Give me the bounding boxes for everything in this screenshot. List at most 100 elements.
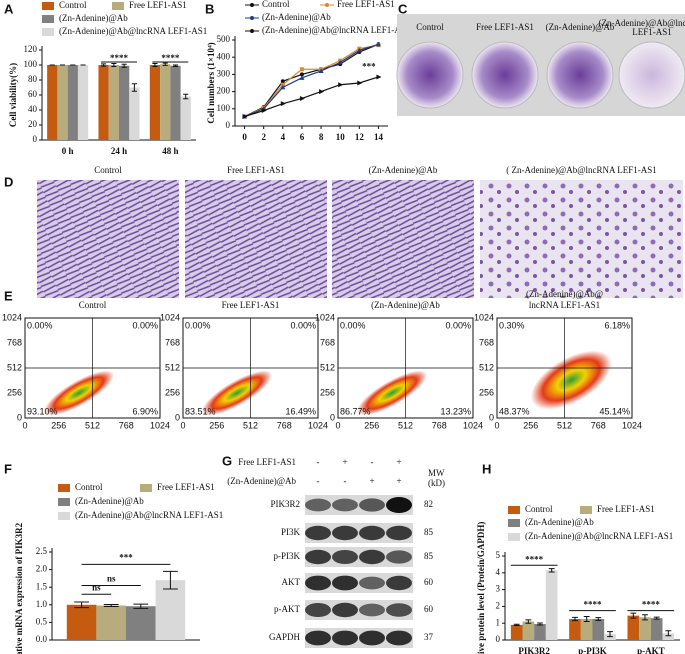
y-tick-label: 1024 (474, 312, 494, 322)
mw-label: 37 (424, 632, 434, 642)
mw-label: 60 (424, 577, 434, 587)
panel-letter: A (4, 1, 14, 16)
error-bar (74, 601, 89, 609)
y-tick-label: 500 (217, 34, 231, 44)
x-tick-label: 256 (209, 420, 224, 430)
bar (96, 605, 126, 640)
error-bar (642, 614, 648, 621)
quadrant-percent: 0.00% (185, 320, 211, 330)
marker (319, 89, 325, 95)
well-label: Control (416, 22, 444, 32)
y-tick-label: 512 (479, 362, 494, 372)
image-label: Control (94, 165, 122, 175)
bar (534, 624, 546, 640)
blot-band (332, 525, 358, 541)
marker (318, 68, 324, 73)
y-tick-label: 2.0 (36, 564, 48, 574)
treatment-sign: - (344, 476, 347, 486)
bar (149, 65, 161, 140)
y-tick-label: 0.0 (36, 634, 48, 644)
marker (280, 82, 285, 87)
error-bar (572, 616, 578, 622)
protein-label: PI3K (281, 527, 301, 537)
marker (375, 41, 381, 47)
legend-label: Free LEF1-AS1 (337, 0, 395, 9)
blot-band (332, 630, 358, 646)
legend-marker (250, 16, 254, 20)
significance-label: **** (161, 53, 180, 63)
legend-label: (Zn-Adenine)@Ab@lncRNA LEF1-AS1 (75, 510, 223, 520)
y-tick-label: 2.5 (36, 546, 48, 556)
quadrant-percent: 0.00% (290, 320, 316, 330)
error-bar (630, 612, 637, 619)
y-tick-label: 768 (320, 337, 335, 347)
treatment-sign: + (342, 457, 347, 467)
treatment-sign: - (371, 457, 374, 467)
y-tick-label: 4 (496, 567, 501, 577)
error-bar (525, 619, 532, 624)
legend-swatch (42, 2, 54, 10)
significance-label: **** (584, 600, 603, 610)
marker (299, 95, 305, 101)
y-tick-label: 1 (496, 617, 501, 627)
x-tick-label: 768 (432, 420, 447, 430)
bar (639, 617, 651, 640)
blot-band (386, 550, 412, 564)
significance-label: **** (642, 600, 661, 610)
marker (261, 108, 267, 114)
quadrant-percent: 0.00% (27, 320, 53, 330)
y-tick-label: 0 (226, 120, 231, 130)
legend-label: Control (75, 482, 103, 492)
micrograph (185, 180, 327, 298)
x-tick-label: p-PI3K (578, 646, 607, 654)
y-tick-label: 20 (28, 119, 38, 129)
x-tick-label: 10 (336, 132, 346, 142)
micrograph (332, 180, 474, 298)
y-axis-label: Relative protein level (Protein/GAPDH) (476, 522, 486, 654)
x-tick-label: 0 (335, 420, 340, 430)
legend-label: (Zn-Adenine)@Ab (262, 12, 331, 22)
x-tick-label: 0 (494, 420, 499, 430)
x-tick-label: 768 (591, 420, 606, 430)
y-tick-label: 256 (320, 387, 335, 397)
bar (545, 570, 558, 640)
quadrant-percent: 6.18% (604, 320, 630, 330)
x-tick-label: 0 (22, 420, 27, 430)
y-tick-label: 512 (165, 362, 180, 372)
micrograph (37, 180, 179, 298)
quadrant-percent: 83.51% (185, 406, 216, 416)
x-tick-label: 1024 (463, 420, 483, 430)
y-tick-label: 120 (24, 44, 38, 54)
error-bar (163, 570, 178, 590)
error-bar (183, 93, 189, 100)
quadrant-percent: 0.00% (132, 320, 158, 330)
legend-label: (Zn-Adenine)@Ab (59, 13, 128, 23)
blot-band (386, 497, 412, 513)
x-tick-label: 1024 (150, 420, 170, 430)
marker (376, 74, 382, 80)
marker (299, 67, 304, 72)
blot-band (305, 603, 331, 617)
treatment-sign: - (317, 457, 320, 467)
well (471, 41, 539, 109)
significance-label: *** (119, 552, 133, 562)
well (618, 41, 685, 109)
well (546, 41, 614, 109)
bar (108, 65, 119, 140)
treatment-sign: + (396, 457, 401, 467)
y-tick-label: 40 (28, 104, 38, 114)
y-tick-label: 2 (496, 600, 501, 610)
mw-header: MW (428, 468, 445, 478)
blot-band (305, 525, 331, 541)
error-bar (595, 617, 602, 621)
bar (119, 65, 130, 140)
blot-band (332, 550, 358, 564)
legend-swatch (508, 506, 520, 514)
bar (170, 65, 181, 140)
image-label: (Zn-Adenine)@Ab (369, 165, 438, 175)
legend-marker (250, 3, 254, 7)
y-tick-label: 1024 (160, 312, 180, 322)
y-tick-label: 256 (7, 387, 22, 397)
significance-label: ns (92, 582, 101, 592)
y-axis-label: Relative mRNA expression of PIK3R2 (14, 522, 24, 654)
